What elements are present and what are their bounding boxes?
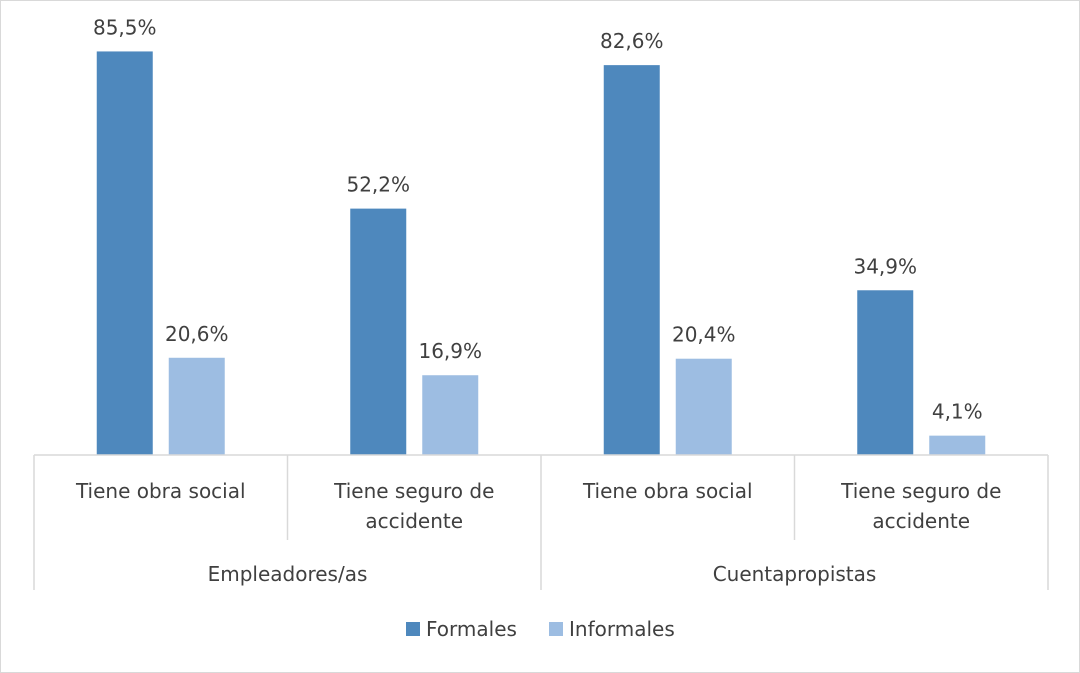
bar-formales-4 — [857, 290, 914, 455]
data-label-informales-1: 20,6% — [165, 322, 229, 346]
data-label-formales-4: 34,9% — [853, 254, 917, 278]
legend-label-informales: Informales — [569, 617, 675, 641]
bar-informales-2 — [422, 375, 479, 455]
category-label: accidente — [872, 509, 970, 533]
category-label: accidente — [365, 509, 463, 533]
group-label: Cuentapropistas — [713, 562, 877, 586]
legend-label-formales: Formales — [426, 617, 517, 641]
bar-informales-3 — [675, 358, 732, 455]
bar-formales-3 — [603, 65, 660, 456]
data-label-informales-2: 16,9% — [418, 339, 482, 363]
bar-informales-1 — [168, 357, 225, 455]
data-label-formales-1: 85,5% — [93, 15, 157, 39]
data-label-formales-3: 82,6% — [600, 29, 664, 53]
category-label: Tiene obra social — [582, 479, 753, 503]
legend-swatch-formales — [406, 622, 420, 636]
data-label-informales-4: 4,1% — [932, 400, 983, 424]
group-label: Empleadores/as — [208, 562, 368, 586]
bar-formales-2 — [350, 208, 407, 455]
category-label: Tiene obra social — [75, 479, 246, 503]
legend-swatch-informales — [549, 622, 563, 636]
data-label-informales-3: 20,4% — [672, 323, 736, 347]
category-label: Tiene seguro de — [840, 479, 1001, 503]
category-label: Tiene seguro de — [333, 479, 494, 503]
bar-informales-4 — [929, 435, 986, 455]
data-label-formales-2: 52,2% — [346, 173, 410, 197]
bar-formales-1 — [96, 51, 153, 455]
